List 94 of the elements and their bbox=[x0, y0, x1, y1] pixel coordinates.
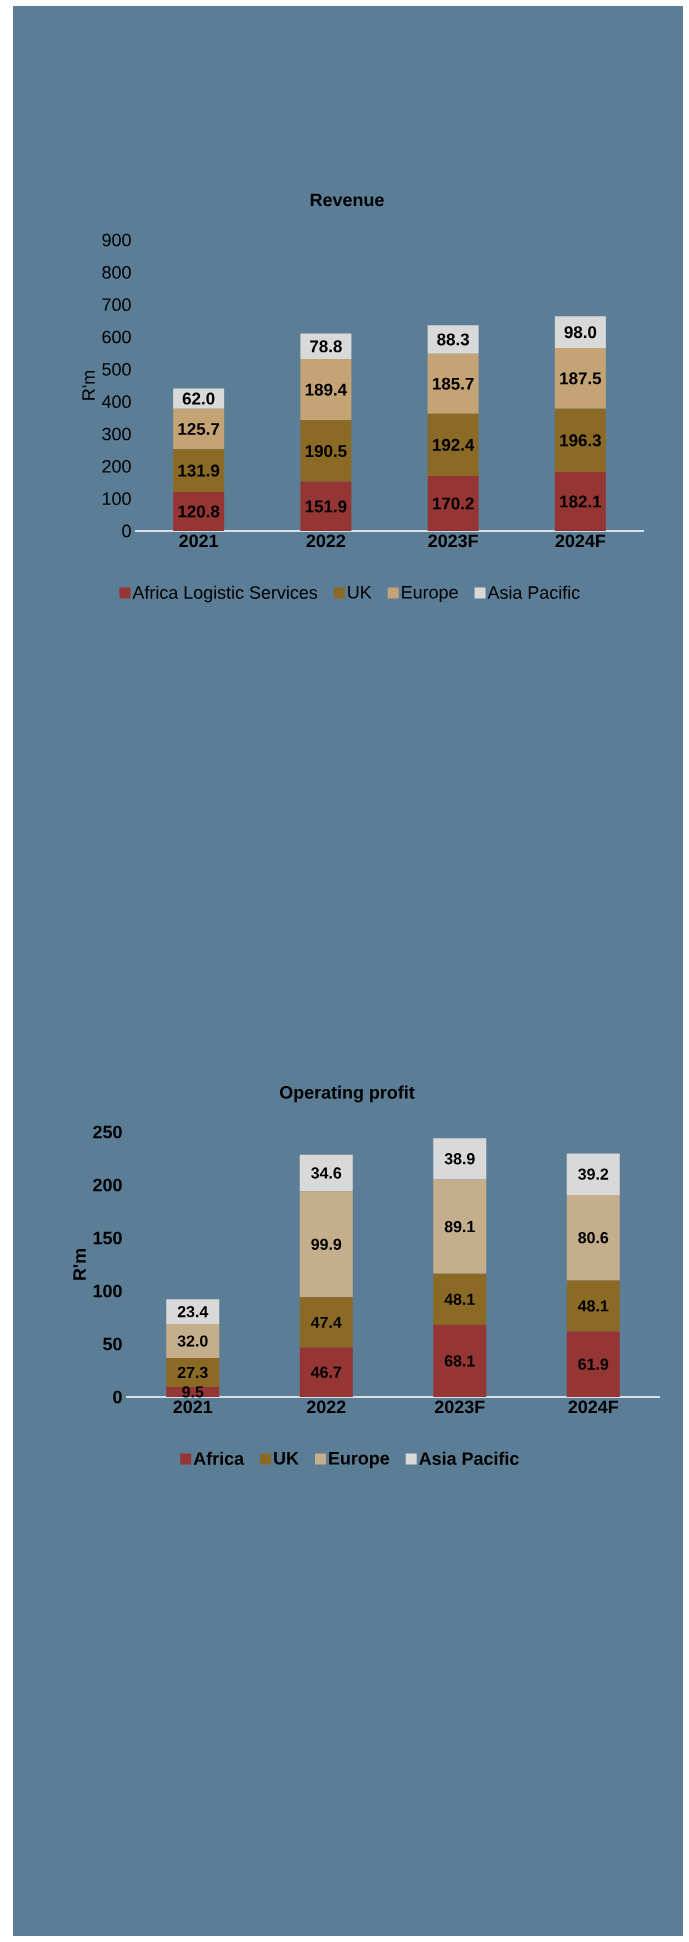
bar bbox=[300, 359, 352, 421]
bar bbox=[427, 353, 479, 414]
data-label: 88.3 bbox=[437, 333, 469, 346]
data-label: 196.3 bbox=[560, 434, 601, 447]
data-label: 131.9 bbox=[178, 464, 220, 477]
data-label: 46.7 bbox=[310, 1366, 342, 1378]
data-label: 32.0 bbox=[177, 1335, 208, 1347]
x-tick-label: 2023F bbox=[434, 1400, 485, 1414]
y-tick-label: 800 bbox=[102, 265, 131, 279]
legend-label: Africa bbox=[193, 1451, 245, 1465]
data-label: 68.1 bbox=[444, 1355, 475, 1367]
y-axis-title: R'm bbox=[82, 371, 95, 400]
data-label: 99.9 bbox=[311, 1238, 342, 1250]
y-tick-label: 300 bbox=[102, 427, 131, 441]
data-label: 98.0 bbox=[564, 326, 597, 339]
data-label: 61.9 bbox=[578, 1358, 609, 1370]
data-label: 120.8 bbox=[178, 505, 220, 518]
bar bbox=[554, 408, 606, 473]
bar bbox=[433, 1179, 487, 1274]
bar bbox=[173, 449, 225, 492]
data-label: 80.6 bbox=[578, 1232, 609, 1244]
y-tick-label: 100 bbox=[93, 1284, 122, 1298]
bar bbox=[427, 325, 479, 354]
bar bbox=[566, 1153, 620, 1195]
x-tick-label: 2021 bbox=[173, 1400, 213, 1414]
data-label: 27.3 bbox=[177, 1366, 208, 1379]
x-tick-label: 2022 bbox=[306, 534, 346, 548]
bar bbox=[300, 420, 352, 482]
legend-label: Asia Pacific bbox=[419, 1451, 519, 1465]
bar bbox=[427, 475, 479, 531]
legend-label: Europe bbox=[329, 1452, 390, 1469]
bar bbox=[433, 1273, 487, 1325]
legend-label: UK bbox=[348, 586, 372, 599]
bar bbox=[166, 1299, 220, 1325]
y-tick-label: 250 bbox=[93, 1125, 122, 1139]
bar bbox=[299, 1191, 353, 1298]
legend-label: Africa Logistic Services bbox=[132, 585, 318, 603]
data-label: 190.5 bbox=[305, 445, 347, 458]
data-label: 189.4 bbox=[305, 383, 347, 396]
bar bbox=[299, 1297, 353, 1348]
bar bbox=[166, 1324, 220, 1358]
data-label: 48.1 bbox=[444, 1293, 475, 1305]
bar bbox=[166, 1357, 220, 1387]
y-tick-label: 0 bbox=[122, 524, 131, 538]
data-label: 38.9 bbox=[444, 1153, 475, 1165]
legend-label: Asia Pacific bbox=[487, 585, 580, 599]
x-tick-label: 2022 bbox=[306, 1400, 346, 1414]
data-label: 39.2 bbox=[578, 1168, 609, 1180]
data-label: 47.4 bbox=[310, 1316, 342, 1328]
bar bbox=[566, 1331, 620, 1397]
x-tick-label: 2021 bbox=[179, 534, 219, 548]
bar bbox=[433, 1324, 487, 1397]
y-tick-label: 50 bbox=[103, 1337, 122, 1351]
bar bbox=[554, 348, 606, 409]
legend-label: Europe bbox=[402, 586, 458, 603]
y-tick-label: 100 bbox=[102, 492, 131, 505]
bar bbox=[566, 1194, 620, 1281]
y-tick-label: 0 bbox=[113, 1390, 122, 1404]
legend-label: UK bbox=[274, 1452, 299, 1465]
y-axis-title: R'm bbox=[73, 1249, 86, 1280]
bar bbox=[427, 413, 479, 476]
y-tick-label: 200 bbox=[93, 1178, 122, 1192]
y-tick-label: 700 bbox=[102, 298, 131, 311]
data-label: 187.5 bbox=[560, 372, 602, 385]
data-label: 185.7 bbox=[433, 377, 474, 390]
y-tick-label: 200 bbox=[102, 459, 131, 473]
bar bbox=[566, 1280, 620, 1332]
bar bbox=[554, 472, 606, 531]
data-label: 9.5 bbox=[182, 1386, 204, 1398]
x-tick-label: 2023F bbox=[428, 534, 478, 548]
y-tick-label: 150 bbox=[93, 1231, 122, 1245]
data-label: 78.8 bbox=[310, 340, 342, 353]
chart-title: Operating profit bbox=[280, 1085, 415, 1103]
data-label: 182.1 bbox=[560, 495, 602, 508]
data-label: 125.7 bbox=[178, 422, 220, 435]
y-tick-label: 600 bbox=[102, 330, 131, 344]
bar bbox=[299, 1154, 353, 1192]
x-tick-label: 2024F bbox=[568, 1400, 619, 1414]
bar bbox=[433, 1138, 487, 1180]
data-label: 170.2 bbox=[433, 497, 474, 510]
y-tick-label: 900 bbox=[102, 233, 131, 247]
y-tick-label: 500 bbox=[102, 362, 131, 376]
x-tick-label: 2024F bbox=[555, 534, 606, 548]
bar bbox=[299, 1347, 353, 1397]
data-label: 62.0 bbox=[182, 392, 215, 405]
data-label: 151.9 bbox=[305, 500, 347, 513]
data-label: 34.6 bbox=[311, 1167, 342, 1179]
bar bbox=[300, 481, 352, 531]
data-label: 48.1 bbox=[577, 1300, 609, 1312]
y-tick-label: 400 bbox=[101, 395, 131, 408]
chart-title: Revenue bbox=[310, 193, 384, 207]
data-label: 192.4 bbox=[433, 438, 475, 451]
data-label: 89.1 bbox=[444, 1220, 475, 1233]
data-label: 23.4 bbox=[177, 1306, 209, 1318]
